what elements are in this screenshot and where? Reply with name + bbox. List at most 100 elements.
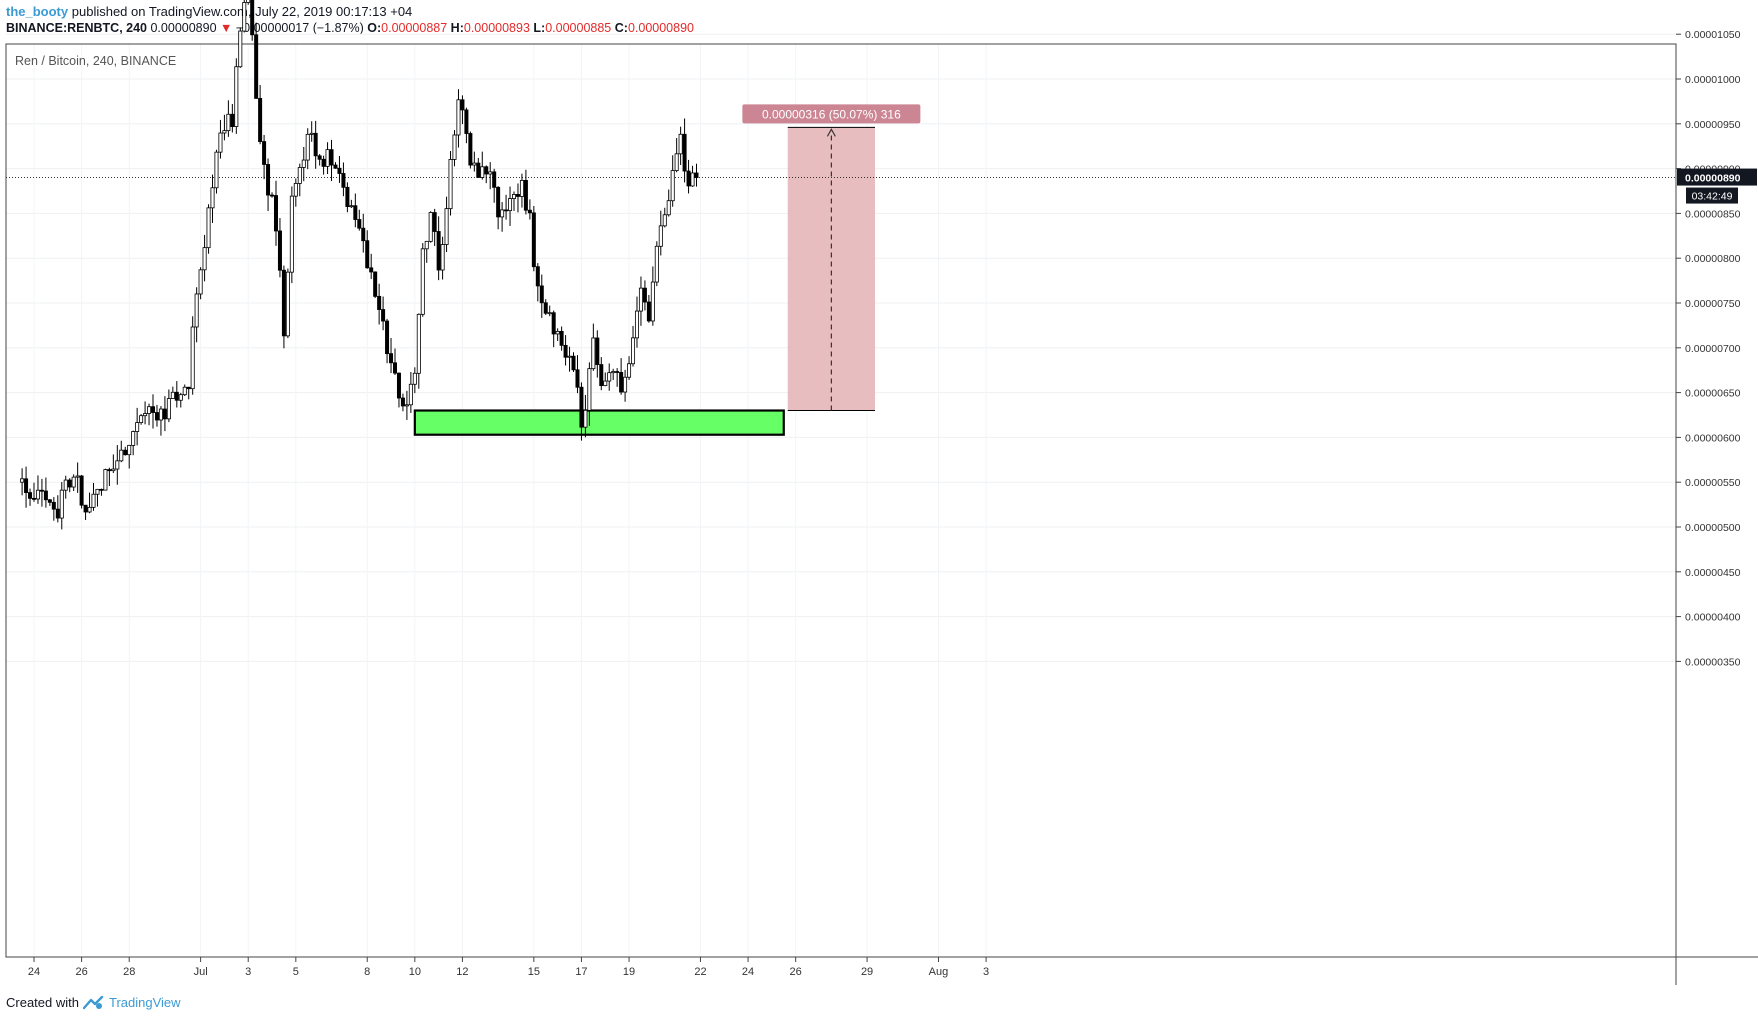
- time-tick-label: 5: [293, 966, 299, 978]
- down-arrow-icon: ▼: [220, 21, 233, 35]
- low-value: 0.00000885: [545, 21, 612, 35]
- candle-body: [674, 153, 679, 171]
- candle: [135, 407, 140, 446]
- candle-body: [214, 151, 219, 189]
- candle-body: [646, 301, 651, 322]
- time-tick-label: Aug: [929, 966, 949, 978]
- close-label: C:: [614, 21, 628, 35]
- candle: [369, 253, 374, 280]
- candle-body: [301, 159, 306, 168]
- candle-body: [381, 309, 386, 322]
- candle: [186, 386, 191, 400]
- candle-body: [634, 310, 639, 339]
- time-tick-label: 17: [575, 966, 587, 978]
- candle-body: [51, 501, 56, 510]
- candle: [75, 462, 80, 493]
- candle: [619, 358, 624, 395]
- candle: [690, 165, 695, 187]
- candle-body: [650, 281, 655, 322]
- last-price-label: 0.00000890: [1685, 173, 1741, 185]
- candle: [63, 475, 68, 499]
- candle: [595, 330, 600, 378]
- candle: [325, 142, 330, 175]
- candle-body: [535, 266, 540, 287]
- price-tick-label: 0.00000750: [1685, 298, 1741, 310]
- tradingview-brand[interactable]: TradingView: [108, 995, 181, 1010]
- candle-body: [654, 245, 659, 283]
- candle: [345, 182, 350, 213]
- candle: [333, 162, 338, 169]
- candle: [531, 205, 536, 272]
- candle: [127, 444, 132, 469]
- candle-body: [611, 371, 616, 374]
- candle: [91, 482, 96, 511]
- candle-body: [325, 149, 330, 167]
- candle-body: [238, 30, 243, 68]
- candle-body: [492, 171, 497, 188]
- candle-body: [277, 230, 282, 271]
- candle: [79, 475, 84, 509]
- measure-arrow-icon: [826, 128, 836, 137]
- candle-body: [400, 397, 405, 407]
- candle: [583, 394, 588, 438]
- candle: [607, 363, 612, 391]
- candle: [468, 131, 473, 169]
- candle-body: [631, 337, 636, 365]
- price-chart[interactable]: 0.00000316 (50.07%) 316 0.000013000.0000…: [0, 0, 1758, 985]
- price-tick-label: 0.00000550: [1685, 477, 1741, 489]
- author-name[interactable]: the_booty: [6, 4, 69, 19]
- countdown-badge: [1686, 187, 1738, 204]
- time-tick-label: 8: [364, 966, 370, 978]
- candle-body: [87, 506, 92, 513]
- candle: [285, 268, 290, 339]
- candle-body: [408, 383, 413, 406]
- candle-body: [119, 449, 124, 462]
- candle-body: [83, 504, 88, 513]
- candle-body: [218, 132, 223, 153]
- candle-body: [365, 240, 370, 269]
- candle: [39, 478, 44, 507]
- candle-body: [563, 344, 568, 358]
- candle-body: [460, 99, 465, 111]
- candle: [277, 218, 282, 278]
- candle-body: [202, 247, 207, 271]
- candle-body: [377, 295, 382, 310]
- candle-body: [444, 208, 449, 245]
- candle: [206, 204, 211, 254]
- candle-body: [135, 422, 140, 432]
- candle: [83, 504, 88, 520]
- published-text: published on TradingView.com, July 22, 2…: [71, 4, 413, 19]
- candle: [198, 267, 203, 300]
- candle: [678, 126, 683, 165]
- candle: [329, 139, 334, 182]
- candle: [55, 495, 60, 523]
- candle: [519, 173, 524, 208]
- candle: [535, 263, 540, 302]
- candle: [266, 158, 271, 212]
- candle: [95, 488, 100, 507]
- high-value: 0.00000893: [463, 21, 530, 35]
- candle: [43, 477, 48, 508]
- candle-body: [59, 489, 64, 519]
- candle: [24, 466, 29, 508]
- candle-body: [162, 408, 167, 420]
- candle-body: [484, 166, 489, 175]
- price-tick-label: 0.00000500: [1685, 522, 1741, 534]
- candle: [178, 392, 183, 408]
- candle: [404, 390, 409, 420]
- candle: [670, 155, 675, 207]
- publish-info: the_booty published on TradingView.com, …: [6, 4, 412, 19]
- candle: [59, 482, 64, 530]
- time-axis: 24 26 28 Jul 3 5 8 10 12 15 17 19 22 24 26 29 Aug 3: [28, 957, 989, 978]
- candle: [131, 430, 136, 456]
- candle: [151, 394, 156, 429]
- candle: [309, 121, 314, 142]
- price-tick-label: 0.00000850: [1685, 208, 1741, 220]
- candle-body: [305, 133, 310, 161]
- price-tick-label: 0.00000650: [1685, 388, 1741, 400]
- candle-body: [638, 287, 643, 312]
- candle: [103, 468, 108, 491]
- candle-body: [531, 212, 536, 268]
- candle-body: [428, 212, 433, 242]
- candle-body: [39, 489, 44, 492]
